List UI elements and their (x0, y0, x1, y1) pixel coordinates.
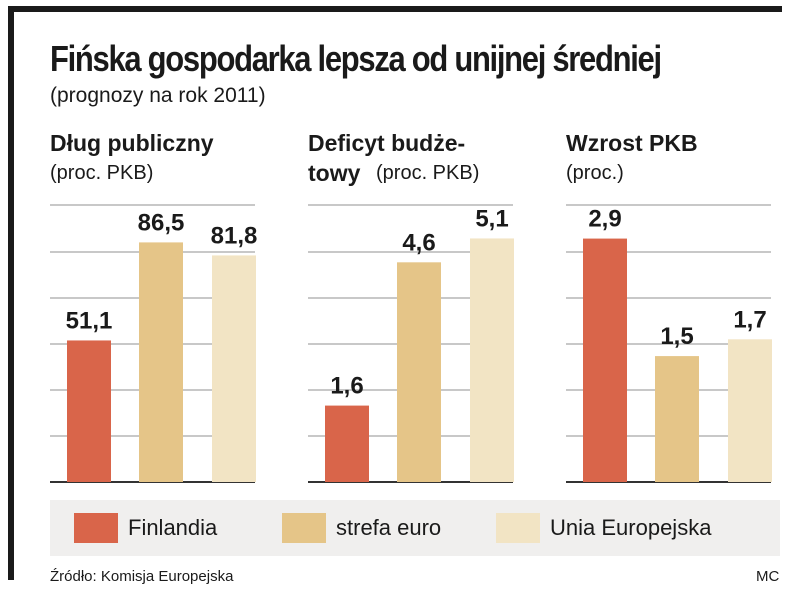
panel-2-bar-strefa-euro (397, 262, 441, 482)
legend-swatch-strefa-euro (282, 513, 326, 543)
panel-1-title: Dług publiczny (50, 130, 214, 156)
panel-2-bar-unia-europejska (470, 238, 514, 482)
panel-3-unit: (proc.) (566, 162, 624, 184)
panel-1-value-label-2: 86,5 (138, 209, 185, 236)
panel-3-bar-unia-europejska (728, 339, 772, 482)
chart-title: Fińska gospodarka lepsza od unijnej śred… (50, 38, 662, 79)
frame-top-border (8, 6, 782, 12)
panel-3-value-label-1: 2,9 (588, 206, 621, 233)
panel-2-unit: (proc. PKB) (376, 162, 480, 184)
legend-swatch-unia-europejska (496, 513, 540, 543)
panel-3-bar-strefa-euro (655, 356, 699, 482)
panel-1-bar-unia-europejska (212, 255, 256, 482)
panel-1-value-label-3: 81,8 (211, 222, 258, 249)
author-initials: MC (756, 568, 780, 585)
legend-item-finlandia: Finlandia (74, 513, 217, 543)
legend: Finlandia strefa euro Unia Europejska (50, 500, 780, 556)
panel-1-value-label-1: 51,1 (66, 307, 113, 334)
panel-2-value-label-2: 4,6 (402, 229, 435, 256)
panel-2-title: Deficyt budże- (308, 130, 466, 156)
legend-label-unia-europejska: Unia Europejska (550, 515, 712, 540)
chart-subtitle: (prognozy na rok 2011) (50, 84, 266, 107)
panel-3-title: Wzrost PKB (566, 130, 698, 156)
legend-item-unia-europejska: Unia Europejska (496, 513, 711, 543)
legend-swatch-finlandia (74, 513, 118, 543)
panel-3-value-label-3: 1,7 (733, 306, 766, 333)
panel-3-bar-finlandia (583, 238, 627, 482)
panel-2-value-label-1: 1,6 (330, 373, 363, 400)
panel-1-unit: (proc. PKB) (50, 162, 154, 184)
panel-1-bar-strefa-euro (139, 242, 183, 482)
source-note: Źródło: Komisja Europejska (50, 568, 234, 585)
legend-item-strefa-euro: strefa euro (282, 513, 441, 543)
legend-label-finlandia: Finlandia (128, 515, 218, 540)
panel-1-bar-finlandia (67, 340, 111, 482)
panel-2-title-line2: towy (308, 160, 361, 186)
legend-label-strefa-euro: strefa euro (336, 515, 442, 540)
frame-left-border (8, 6, 14, 580)
panel-2-bar-finlandia (325, 405, 369, 482)
panel-2-value-label-3: 5,1 (475, 205, 508, 232)
panel-3-value-label-2: 1,5 (660, 323, 693, 350)
